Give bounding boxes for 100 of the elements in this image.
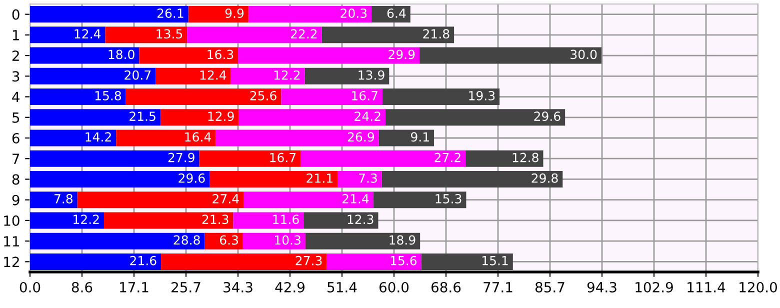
bar (281, 88, 382, 106)
data-label: 9.1 (410, 132, 429, 142)
bar (30, 170, 210, 188)
bar (322, 26, 454, 44)
bar (105, 26, 188, 44)
bar (378, 130, 434, 146)
bar (161, 253, 327, 270)
bar (382, 88, 500, 106)
bar (30, 68, 156, 84)
bar (30, 232, 205, 250)
bar (30, 192, 78, 208)
data-label: 10.3 (274, 235, 300, 245)
bar (382, 170, 563, 188)
data-label: 20.3 (340, 8, 367, 18)
bar (30, 6, 188, 23)
bar (188, 6, 248, 23)
bar (466, 150, 544, 167)
data-label: 19.3 (469, 90, 495, 100)
data-label: 29.6 (534, 112, 560, 122)
bar (233, 212, 304, 229)
data-label: 27.2 (434, 152, 460, 162)
bar (116, 130, 216, 146)
bar (372, 6, 410, 23)
data-label: 16.3 (208, 50, 234, 60)
x-tick-label: 77.1 (484, 282, 512, 292)
y-tick-label: 2 (12, 50, 19, 61)
data-label: 12.2 (274, 70, 300, 80)
bar (139, 47, 238, 64)
x-tick-label: 51.4 (328, 282, 357, 292)
bar (30, 88, 126, 106)
data-label: 14.2 (86, 132, 111, 142)
bar (386, 109, 566, 126)
data-label: 12.4 (74, 29, 101, 38)
data-label: 16.4 (185, 132, 211, 142)
data-label: 21.1 (306, 173, 332, 183)
data-label: 7.8 (54, 194, 72, 204)
x-tick-label: 42.9 (275, 282, 304, 292)
x-tick-label: 25.7 (172, 282, 200, 292)
x-tick-label: 34.3 (224, 282, 252, 292)
bar (300, 150, 466, 167)
bar (242, 232, 306, 250)
bar (238, 47, 420, 64)
data-label: 7.3 (359, 173, 377, 183)
data-label: 21.3 (202, 214, 228, 224)
bar (156, 68, 231, 84)
data-label: 27.9 (168, 152, 194, 162)
data-label: 15.3 (436, 194, 462, 204)
data-label: 29.6 (178, 173, 205, 183)
bar (216, 130, 379, 146)
bar (30, 150, 200, 167)
bar (30, 47, 140, 64)
bar (77, 192, 244, 208)
data-label: 9.9 (225, 8, 244, 18)
bar (304, 68, 390, 84)
data-label: 29.8 (532, 173, 558, 183)
y-tick-label: 9 (12, 194, 20, 206)
data-label: 26.1 (157, 8, 184, 18)
y-tick-label: 1 (12, 30, 19, 40)
data-label: 27.4 (212, 194, 239, 204)
bar (187, 26, 322, 44)
data-label: 26.9 (348, 132, 374, 142)
bar (199, 150, 301, 167)
y-tick-label: 7 (12, 154, 20, 164)
data-label: 15.1 (482, 256, 508, 266)
y-tick-label: 3 (12, 71, 20, 82)
bar (30, 109, 160, 126)
y-tick-label: 12 (4, 256, 19, 267)
data-label: 11.6 (273, 214, 299, 224)
data-label: 16.7 (270, 152, 296, 162)
data-label: 21.4 (342, 194, 369, 204)
data-label: 15.6 (390, 256, 417, 266)
data-label: 6.3 (220, 235, 238, 245)
y-tick-label: 6 (12, 132, 20, 144)
data-label: 18.0 (108, 50, 134, 60)
bar (30, 253, 162, 270)
data-label: 27.3 (296, 256, 322, 266)
bar (305, 232, 420, 250)
y-tick-label: 10 (4, 215, 20, 226)
data-label: 15.8 (95, 90, 122, 100)
data-label: 20.7 (124, 70, 151, 80)
x-tick-label: 111.4 (688, 282, 726, 292)
bar (244, 192, 374, 208)
x-tick-label: 60.0 (380, 282, 409, 292)
data-label: 22.2 (290, 29, 317, 38)
y-tick-label: 5 (12, 112, 20, 123)
data-label: 24.2 (354, 112, 380, 121)
data-label: 13.9 (358, 70, 384, 80)
data-label: 25.6 (250, 90, 276, 100)
bar (210, 170, 338, 188)
x-tick-label: 94.3 (587, 282, 616, 292)
bar (30, 130, 116, 146)
data-label: 13.5 (156, 29, 182, 39)
bar (419, 47, 602, 64)
x-tick-label: 68.6 (432, 282, 461, 292)
x-tick-label: 85.7 (535, 282, 564, 292)
data-label: 18.9 (390, 235, 416, 245)
y-tick-label: 11 (4, 236, 19, 246)
bar (304, 212, 378, 229)
data-label: 6.4 (387, 8, 406, 18)
bar (30, 212, 104, 229)
